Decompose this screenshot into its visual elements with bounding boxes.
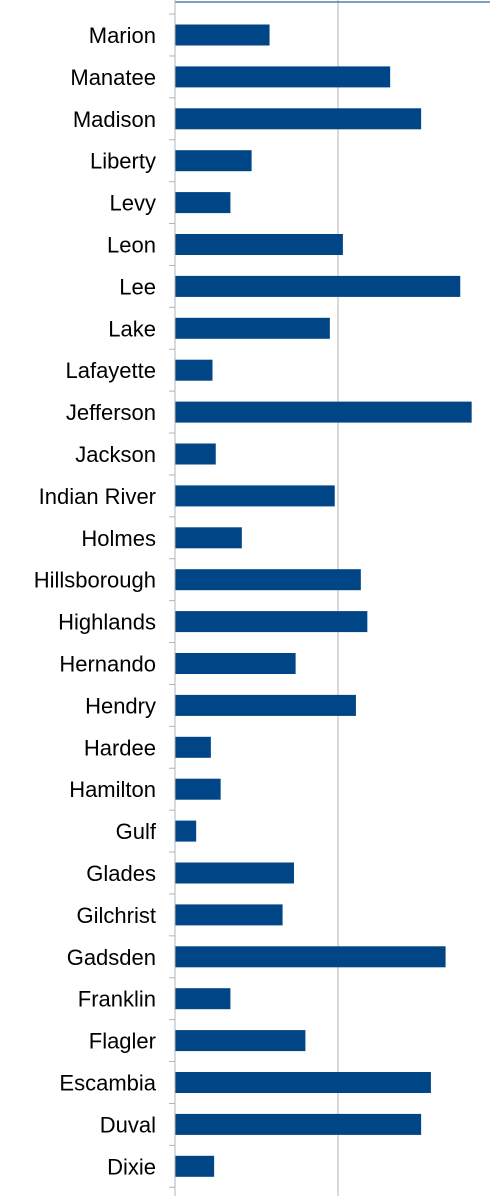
category-label: Hamilton <box>69 777 156 802</box>
bar-hardee <box>175 736 211 758</box>
bar-gadsden <box>175 946 446 968</box>
grid-layer <box>337 0 339 1196</box>
bar-hamilton <box>175 778 221 800</box>
category-label: Hillsborough <box>34 568 156 593</box>
bar-glades <box>175 862 294 884</box>
bar-highlands <box>175 611 368 633</box>
category-label: Hendry <box>85 693 156 718</box>
category-label: Levy <box>110 191 156 216</box>
category-label: Holmes <box>81 526 156 551</box>
bar-duval <box>175 1113 422 1135</box>
bar-flagler <box>175 1030 306 1052</box>
axis-layer <box>169 0 490 1196</box>
bar-hernando <box>175 653 296 674</box>
category-label: Lake <box>108 316 156 341</box>
bar-escambia <box>175 1072 431 1093</box>
bar-marion <box>175 24 270 46</box>
bar-liberty <box>175 150 252 172</box>
bar-gulf <box>175 820 197 842</box>
bar-hillsborough <box>175 569 361 591</box>
bar-jefferson <box>175 401 472 423</box>
category-label: Gilchrist <box>77 903 156 928</box>
bar-layer <box>175 24 472 1177</box>
category-label: Gulf <box>116 819 157 844</box>
category-label: Highlands <box>58 610 156 635</box>
category-label: Jefferson <box>66 400 156 425</box>
category-label: Dixie <box>107 1154 156 1179</box>
category-label: Lee <box>119 274 156 299</box>
bar-indian-river <box>175 485 335 507</box>
bar-franklin <box>175 988 231 1010</box>
bar-manatee <box>175 66 391 88</box>
bar-lafayette <box>175 359 213 381</box>
category-label: Jackson <box>75 442 156 467</box>
bar-holmes <box>175 527 242 549</box>
bar-dixie <box>175 1155 215 1177</box>
bar-gilchrist <box>175 904 283 926</box>
bar-lake <box>175 317 330 339</box>
category-label: Marion <box>89 23 156 48</box>
category-label: Leon <box>107 233 156 258</box>
category-label: Escambia <box>59 1071 156 1096</box>
category-label: Franklin <box>78 987 156 1012</box>
category-label: Hernando <box>59 652 156 677</box>
bar-jackson <box>175 443 216 465</box>
category-label: Gadsden <box>67 945 156 970</box>
category-label: Duval <box>100 1112 156 1137</box>
category-label: Hardee <box>84 735 156 760</box>
category-label: Indian River <box>39 484 156 509</box>
category-label: Liberty <box>90 149 156 174</box>
category-label: Lafayette <box>65 358 156 383</box>
bar-lee <box>175 275 461 297</box>
category-label: Flagler <box>89 1029 156 1054</box>
category-label: Madison <box>73 107 156 132</box>
bar-madison <box>175 108 422 130</box>
bar-hendry <box>175 694 356 716</box>
bar-levy <box>175 192 231 214</box>
category-label: Manatee <box>70 65 156 90</box>
category-label: Glades <box>86 861 156 886</box>
bar-leon <box>175 234 343 255</box>
category-labels: Marion Manatee Madison Liberty Levy Leon Lee La… <box>34 23 157 1179</box>
